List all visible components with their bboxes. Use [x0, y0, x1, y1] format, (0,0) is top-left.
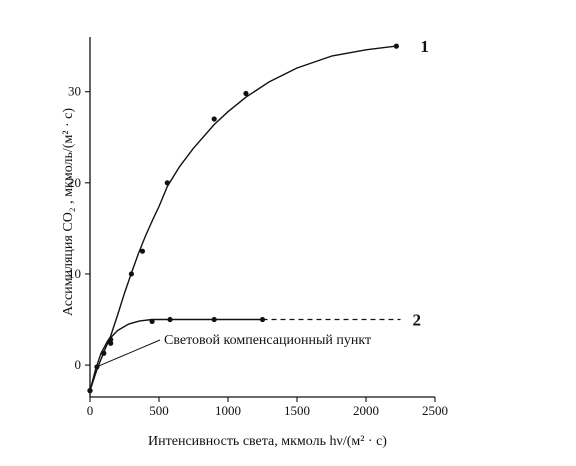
series-1-point: [164, 180, 170, 186]
series-points: [87, 43, 399, 394]
x-tick-label: 0: [87, 403, 94, 418]
series-2-point: [149, 318, 155, 324]
series-2-line: [89, 318, 263, 391]
labels: Интенсивность света, мкмоль hν/(м² · с) …: [61, 37, 429, 449]
series-1-point: [211, 116, 217, 122]
series-2-point: [87, 388, 93, 394]
x-tick-label: 2000: [353, 403, 379, 418]
series-1-point: [128, 271, 134, 277]
series-1-point: [94, 364, 100, 370]
y-axis-title: Ассимиляция CO₂ , мкмоль/(м² · с): [61, 108, 76, 316]
x-tick-label: 500: [149, 403, 169, 418]
compensation-point-annotation: Световой компенсационный пункт: [164, 333, 371, 348]
series-1-line: [89, 45, 397, 391]
x-tick-label: 1000: [215, 403, 241, 418]
series-1-point: [393, 43, 399, 49]
series-curves: [89, 45, 401, 391]
series-1-point: [101, 350, 107, 356]
series-1-label: 1: [420, 37, 429, 56]
series-1-point: [243, 90, 249, 97]
x-axis-title: Интенсивность света, мкмоль hν/(м² · с): [148, 434, 387, 449]
axes: [89, 37, 435, 398]
y-tick-label: 20: [68, 175, 81, 190]
series-2-point: [167, 316, 173, 323]
ticks: 0 500 1000 1500 2000 2500 0 10 20 30: [68, 84, 448, 418]
series-2-point: [259, 316, 266, 323]
x-tick-label: 1500: [284, 403, 310, 418]
y-tick-label: 0: [75, 357, 82, 372]
series-1-point: [108, 336, 114, 343]
series-2-point: [108, 340, 114, 346]
y-tick-label: 30: [68, 84, 81, 99]
x-tick-label: 2500: [422, 403, 448, 418]
annotation-leader-line: [98, 339, 161, 367]
y-tick-label: 10: [68, 266, 81, 281]
series-2-point: [211, 316, 217, 323]
series-2-label: 2: [413, 311, 422, 330]
series-1-point: [139, 248, 146, 254]
